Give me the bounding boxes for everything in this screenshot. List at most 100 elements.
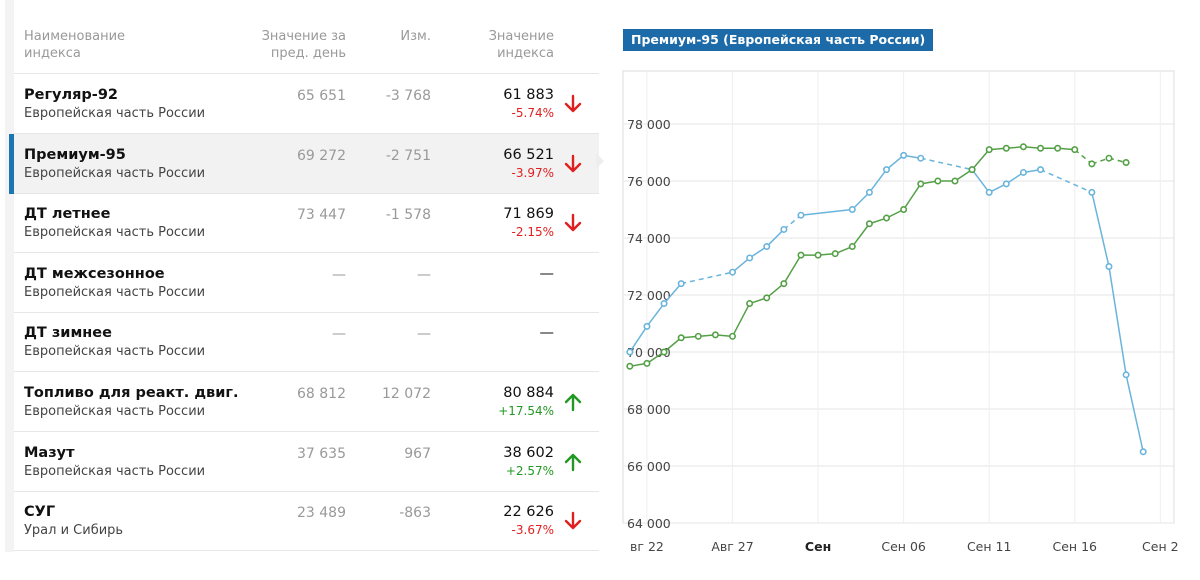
x-tick-label: Сен 16 [1053, 539, 1098, 554]
change-value: -2 751 [385, 147, 431, 164]
table-row[interactable]: Регуляр-92 Европейская часть России 65 6… [14, 74, 599, 134]
data-point[interactable] [1122, 158, 1130, 166]
change-value: 12 072 [382, 386, 431, 402]
series-segment [783, 254, 802, 284]
data-point[interactable] [900, 206, 908, 214]
change-value: — [417, 266, 431, 283]
data-point[interactable] [865, 220, 873, 228]
data-point[interactable] [848, 206, 856, 214]
data-point[interactable] [917, 180, 925, 188]
change-percent: -3.97% [511, 165, 554, 180]
series-segment [1074, 149, 1093, 165]
table-row[interactable]: СУГ Урал и Сибирь 23 489 -863 22 626 -3.… [14, 491, 599, 552]
y-tick-label: 74 000 [627, 231, 671, 246]
table-row[interactable]: ДТ межсезонное Европейская часть России … [14, 253, 599, 313]
data-point[interactable] [883, 214, 891, 222]
data-point[interactable] [1139, 448, 1147, 456]
data-point[interactable] [643, 359, 651, 367]
series-segment [663, 337, 682, 353]
data-point[interactable] [1037, 144, 1045, 152]
data-point[interactable] [660, 300, 668, 308]
arrow-down-icon [564, 511, 582, 530]
x-tick-label: Сен 06 [881, 539, 926, 554]
data-point[interactable] [848, 243, 856, 251]
table-row[interactable]: ДТ летнее Европейская часть России 73 44… [14, 193, 599, 254]
data-point[interactable] [883, 166, 891, 174]
data-point[interactable] [746, 254, 754, 262]
change-percent: -5.74% [511, 106, 554, 120]
data-point[interactable] [865, 188, 873, 196]
data-point[interactable] [626, 348, 634, 356]
data-point[interactable] [934, 177, 942, 185]
data-point[interactable] [763, 294, 771, 302]
x-tick-label: вг 22 [630, 539, 664, 554]
table-row[interactable]: Мазут Европейская часть России 37 635 96… [14, 432, 599, 492]
series-segment [629, 325, 648, 353]
data-point[interactable] [677, 334, 685, 342]
data-point[interactable] [729, 268, 737, 276]
price-chart[interactable]: 64 000 66 000 68 000 70 000 72 000 74 000 76 0… [600, 60, 1200, 580]
data-point[interactable] [694, 332, 702, 340]
table-row[interactable]: Премиум-95 Европейская часть России 69 2… [9, 133, 599, 194]
series-segment [903, 183, 922, 210]
data-point[interactable] [797, 211, 805, 219]
data-point[interactable] [711, 331, 719, 339]
index-name: Топливо для реакт. двиг. [24, 385, 239, 401]
data-point[interactable] [677, 280, 685, 288]
data-point[interactable] [814, 251, 822, 259]
series-1 [626, 143, 1130, 370]
data-point[interactable] [1002, 144, 1010, 152]
data-point[interactable] [797, 251, 805, 259]
data-point[interactable] [660, 348, 668, 356]
data-point[interactable] [1071, 146, 1079, 154]
index-region: Европейская часть России [24, 106, 206, 121]
chart-title: Премиум-95 (Европейская часть России) [623, 29, 934, 51]
series-segment [800, 208, 853, 216]
data-point[interactable] [643, 322, 651, 330]
index-name: Мазут [24, 444, 75, 461]
index-region: Европейская часть России [24, 404, 206, 419]
data-point[interactable] [1054, 144, 1062, 152]
data-point[interactable] [951, 177, 959, 185]
data-point[interactable] [780, 280, 788, 288]
index-table: Наименование индекса Значение за пред. д… [5, 0, 599, 552]
data-point[interactable] [1088, 188, 1096, 196]
data-point[interactable] [985, 188, 993, 196]
data-point[interactable] [1105, 263, 1113, 271]
index-name: ДТ летнее [24, 206, 111, 223]
data-point[interactable] [1019, 143, 1027, 151]
panel-shade [5, 0, 14, 552]
data-point[interactable] [729, 332, 737, 340]
data-point[interactable] [985, 146, 993, 154]
series-segment [646, 303, 665, 327]
data-point[interactable] [968, 166, 976, 174]
data-point[interactable] [1002, 180, 1010, 188]
index-region: Урал и Сибирь [24, 523, 124, 539]
change-percent: +2.57% [505, 463, 554, 478]
data-point[interactable] [900, 151, 908, 159]
data-point[interactable] [1088, 160, 1096, 168]
x-tick-label: Сен [805, 539, 831, 554]
change-value: -863 [399, 505, 431, 522]
data-point[interactable] [1122, 371, 1130, 379]
prev-value: 23 489 [297, 505, 346, 522]
table-row[interactable]: Топливо для реакт. двиг. Европейская час… [14, 372, 599, 432]
data-point[interactable] [1019, 168, 1027, 176]
data-point[interactable] [626, 362, 634, 370]
arrow-up-icon [564, 393, 582, 412]
y-tick-label: 70 000 [627, 345, 671, 360]
index-value: 61 883 [503, 87, 554, 103]
arrow-down-icon [564, 154, 582, 172]
data-point[interactable] [746, 300, 754, 308]
arrow-down-icon [564, 94, 582, 113]
index-name: Премиум-95 [24, 146, 126, 163]
prev-value: — [332, 266, 346, 283]
data-point[interactable] [917, 154, 925, 162]
y-tick-label: 76 000 [627, 174, 671, 189]
data-point[interactable] [1037, 166, 1045, 174]
data-point[interactable] [831, 250, 839, 258]
data-point[interactable] [780, 225, 788, 233]
table-row[interactable]: ДТ зимнее Европейская часть России — — — [14, 312, 599, 373]
data-point[interactable] [763, 243, 771, 251]
data-point[interactable] [1105, 154, 1113, 162]
